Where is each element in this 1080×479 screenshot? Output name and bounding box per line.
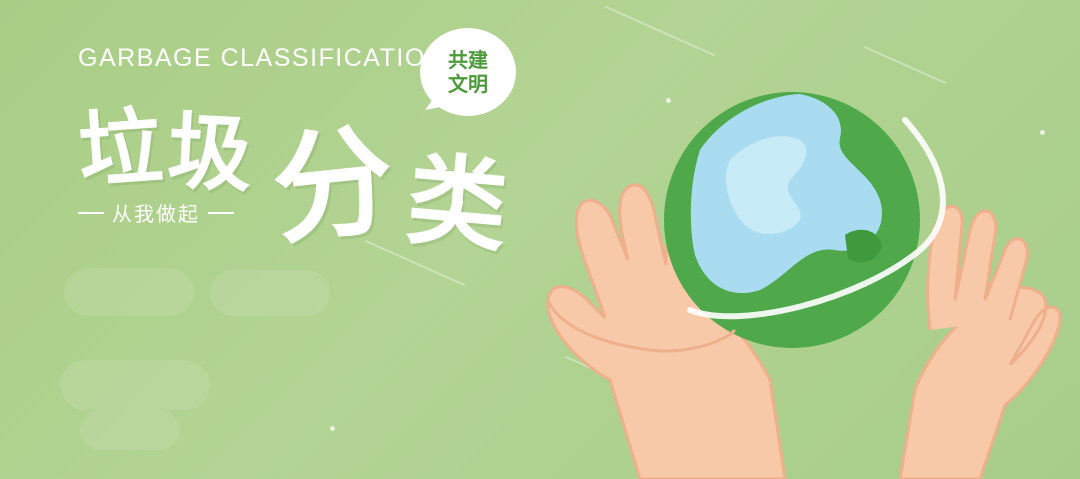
sparkle-dot <box>330 426 335 431</box>
globe-ring <box>687 117 946 320</box>
english-subtitle: GARBAGE CLASSIFICATION <box>78 44 446 72</box>
slogan-dash-left <box>78 211 104 214</box>
bubble-line-1: 共建 <box>448 48 488 72</box>
background-blob <box>210 270 330 316</box>
slogan-dash-right <box>208 211 234 214</box>
background-blob <box>60 360 210 410</box>
left-thumb-icon <box>546 299 737 353</box>
background-blob <box>64 268 194 316</box>
speech-bubble: 共建 文明 <box>420 28 516 116</box>
bubble-line-2: 文明 <box>448 72 488 96</box>
globe-land-patch <box>845 229 882 263</box>
globe-ocean-highlight <box>725 136 807 235</box>
background-blob <box>80 410 180 450</box>
slogan-text: 从我做起 <box>112 202 200 226</box>
slogan: 从我做起 <box>78 198 234 227</box>
sparkle-dot <box>1040 130 1045 135</box>
right-hand-fingers-icon <box>926 204 1029 331</box>
sparkle-dot <box>666 98 671 103</box>
